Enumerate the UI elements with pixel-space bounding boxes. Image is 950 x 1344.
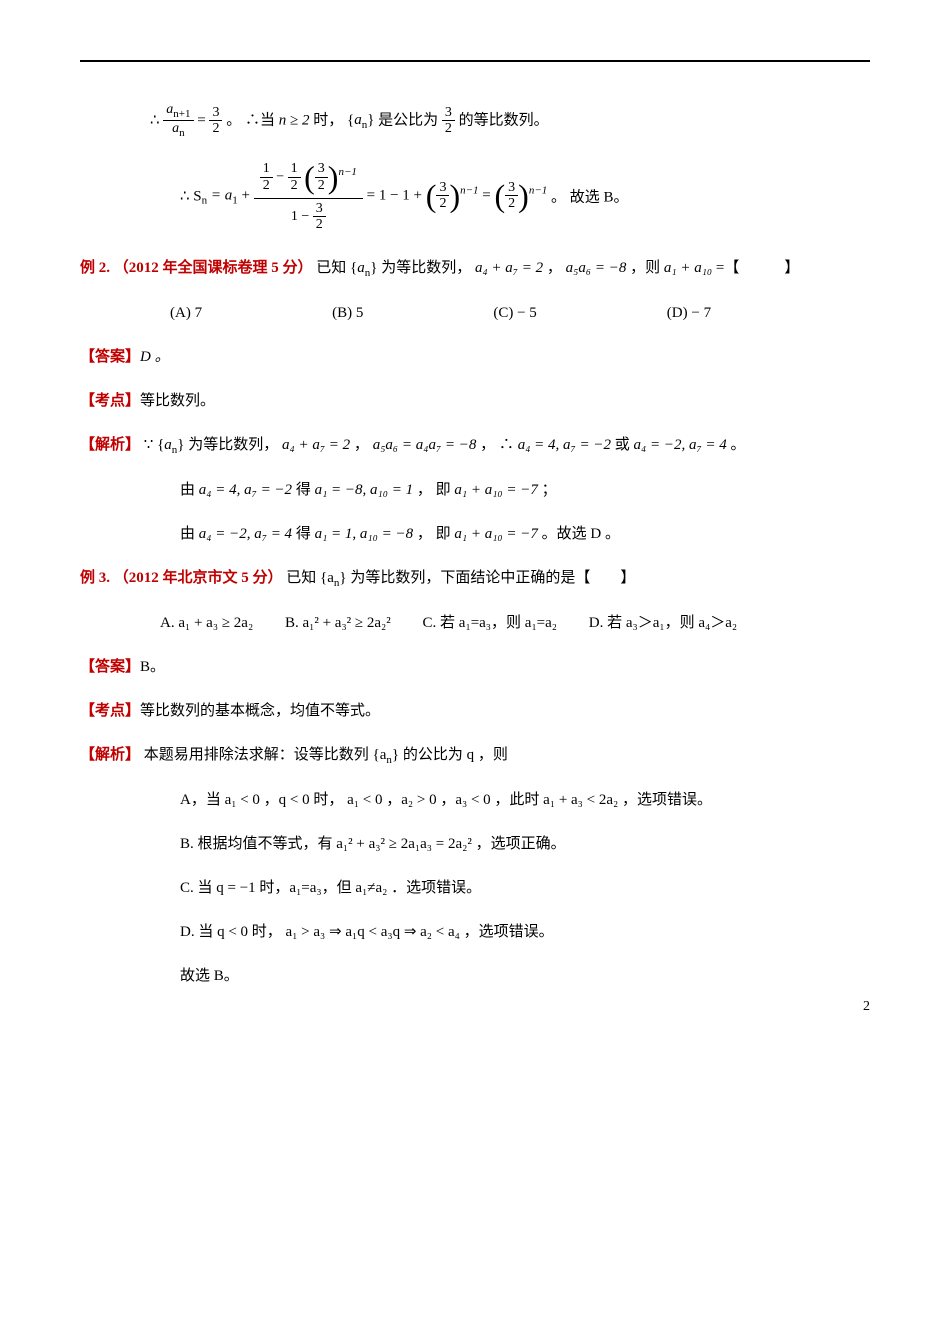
example-2-jiexi-2: 由 a₄ = 4, a₇ = −2 得 a₁ = −8, a₁₀ = 1 ， 即… [80,475,870,505]
ex3-opt-a: A. a₁ + a₃ ≥ 2a₂ [160,615,253,631]
frac-3-2-a: 3 2 [209,105,222,137]
example-3-answer: 【答案】B。 [80,652,870,682]
intro-after: 。 ∴当 [226,112,279,128]
example-3-opt-d-explain: D. 当 q < 0 时， a₁ > a₃ ⇒ a₁q < a₃q ⇒ a₂ <… [80,917,870,947]
big-fraction: 12 − 12 (32)n−1 1 − 32 [254,157,363,235]
page-number: 2 [863,999,870,1015]
frac-3-2-b: 3 2 [442,105,455,137]
example-2-jiexi-3: 由 a₄ = −2, a₇ = 4 得 a₁ = 1, a₁₀ = −8 ， 即… [80,519,870,549]
ex3-opt-d: D. 若 a₃＞a₁，则 a₄＞a₂ [589,615,737,631]
opt-b: (B) 5 [332,298,363,328]
ex3-opt-c: C. 若 a₁=a₃，则 a₁=a₂ [423,615,557,631]
formula-line-1: ∴ an+1 an = 3 2 。 ∴当 n ≥ 2 时， {an} 是公比为 … [80,102,870,139]
formula-line-2: ∴ Sn = a1 + 12 − 12 (32)n−1 1 − 32 = 1 −… [180,157,870,235]
opt-d: (D) − 7 [667,298,711,328]
example-3-options: A. a₁ + a₃ ≥ 2a₂ B. a₁² + a₃² ≥ 2a₂² C. … [80,608,870,638]
example-2-kaodian: 【考点】等比数列。 [80,386,870,416]
example-3-kaodian: 【考点】等比数列的基本概念，均值不等式。 [80,696,870,726]
example-3-header: 例 3. （2012 年北京市文 5 分） 已知 {an} 为等比数列，下面结论… [80,563,870,594]
example-3-opt-c-explain: C. 当 q = −1 时，a₁=a₃，但 a₁≠a₂ ．选项错误。 [80,873,870,903]
example-2-options: (A) 7 (B) 5 (C) − 5 (D) − 7 [80,298,870,328]
opt-c: (C) − 5 [493,298,536,328]
example-3-final: 故选 B。 [80,961,870,991]
example-3-opt-a-explain: A，当 a₁ < 0 ，q < 0 时， a₁ < 0 ，a₂ > 0 ，a₃ … [80,785,870,815]
example-2-answer: 【答案】D 。 [80,342,870,372]
example-2-label: 例 2. （2012 年全国课标卷理 5 分） [80,260,313,276]
example-2-jiexi-1: 【解析】 ∵ {an} 为等比数列， a₄ + a₇ = 2 ， a₅a₆ = … [80,430,870,461]
example-3-label: 例 3. （2012 年北京市文 5 分） [80,570,283,586]
top-rule [80,60,870,62]
example-3-jiexi: 【解析】 本题易用排除法求解：设等比数列 {an} 的公比为 q ，则 [80,740,870,771]
opt-a: (A) 7 [170,298,202,328]
therefore-1: ∴ [150,112,163,128]
ex3-opt-b: B. a₁² + a₃² ≥ 2a₂² [285,615,391,631]
frac-an1-an: an+1 an [163,102,193,139]
example-3-opt-b-explain: B. 根据均值不等式，有 a₁² + a₃² ≥ 2a₁a₃ = 2a₂² ，选… [80,829,870,859]
example-2-header: 例 2. （2012 年全国课标卷理 5 分） 已知 {an} 为等比数列， a… [80,253,870,284]
